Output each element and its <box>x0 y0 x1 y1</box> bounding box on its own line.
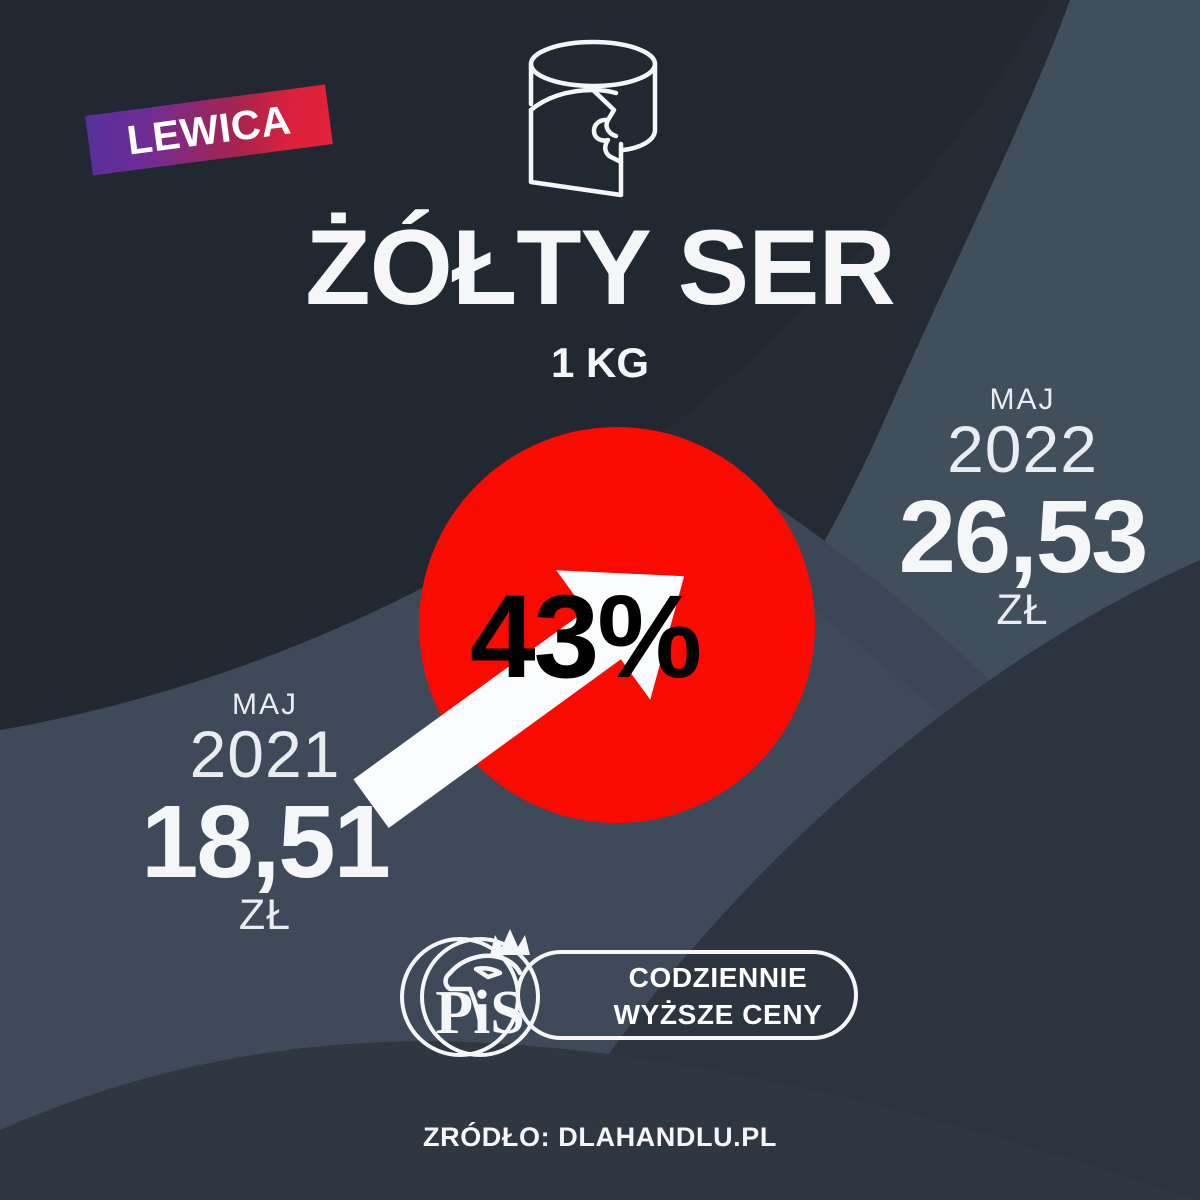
price-currency-before: ZŁ <box>238 891 292 940</box>
title-block: ŻÓŁTY SER 1 KG <box>0 214 1200 384</box>
page-title: ŻÓŁTY SER <box>305 207 895 327</box>
up-arrow-icon <box>353 570 685 828</box>
percent-change-label: 43% <box>470 571 702 703</box>
price-value-before: 18,51 <box>141 784 391 900</box>
slogan-line-2: WYŻSZE CENY <box>613 998 823 1030</box>
product-weight-label: 1 KG <box>550 339 650 386</box>
slogan-text: CODZIENNIE WYŻSZE CENY <box>573 960 863 1034</box>
price-value-after: 26,53 <box>898 479 1149 595</box>
price-currency-after: ZŁ <box>996 586 1049 635</box>
wave-bottom-left-dark <box>0 1041 1200 1200</box>
slogan-pill-outline <box>516 950 858 1040</box>
price-block-before: MAJ 2021 18,51 ZŁ <box>110 690 420 937</box>
crown-icon <box>490 929 530 955</box>
pis-eagle-logo: PiS <box>400 929 540 1057</box>
price-block-after: MAJ 2022 26,53 ZŁ <box>855 385 1190 632</box>
price-year-before: 2021 <box>189 717 341 791</box>
eagle-head-icon <box>443 953 523 1024</box>
price-month-before: MAJ <box>232 688 298 721</box>
footer-logo-block: PiS CODZIENNIE WYŻSZE CENY <box>398 925 858 1065</box>
cheese-wheel-icon <box>528 39 658 198</box>
source-label: ZRÓDŁO: DLAHANDLU.PL <box>423 1122 777 1152</box>
price-year-after: 2022 <box>947 412 1098 486</box>
wave-bottom-right-dark <box>520 560 1200 1200</box>
slogan-line-1: CODZIENNIE <box>628 962 808 993</box>
wave-top-dark <box>0 0 1050 730</box>
pis-wordmark: PiS <box>435 979 525 1047</box>
price-month-after: MAJ <box>989 383 1056 416</box>
